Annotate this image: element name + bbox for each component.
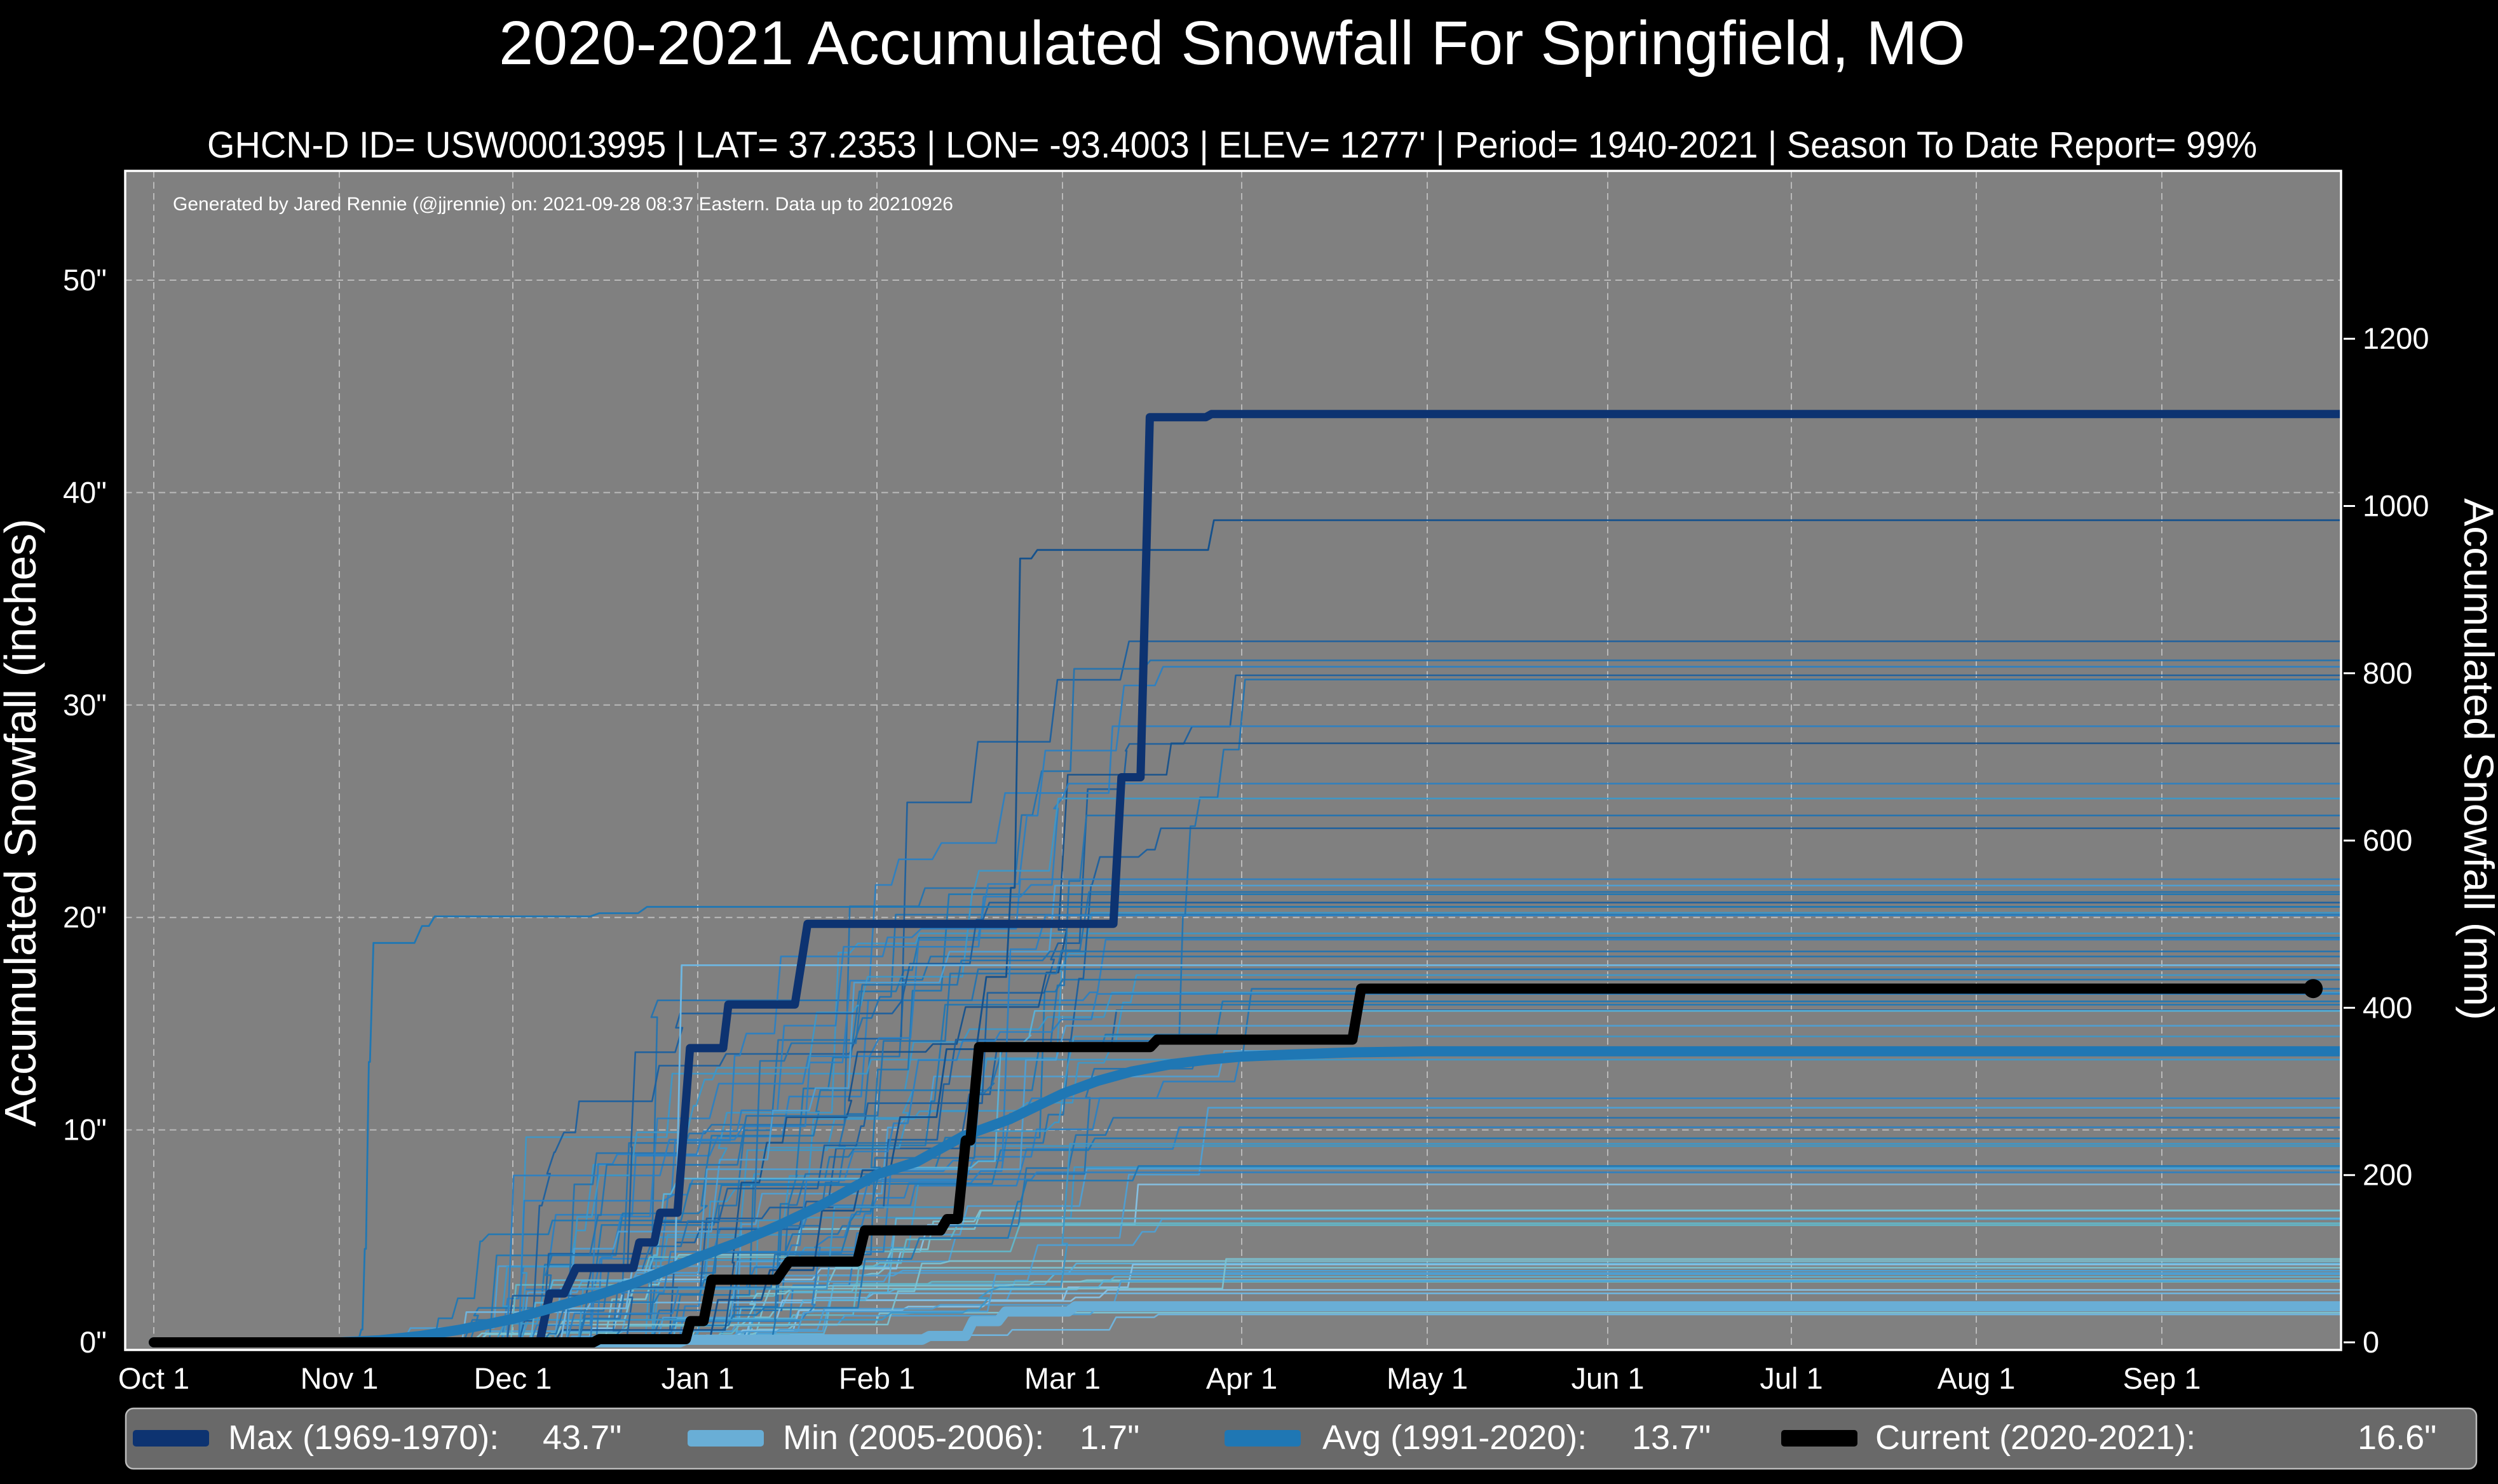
svg-text:Sep 1: Sep 1 <box>2123 1361 2201 1395</box>
svg-text:1000: 1000 <box>2363 489 2429 523</box>
svg-text:Current (2020-2021):: Current (2020-2021): <box>1875 1419 2196 1457</box>
svg-text:0": 0" <box>79 1325 107 1359</box>
svg-text:Generated by Jared Rennie (@jj: Generated by Jared Rennie (@jjrennie) on… <box>173 194 953 215</box>
svg-text:1.7": 1.7" <box>1080 1419 1139 1457</box>
svg-text:16.6": 16.6" <box>2358 1419 2436 1457</box>
svg-text:Jan 1: Jan 1 <box>662 1361 735 1395</box>
svg-text:Mar 1: Mar 1 <box>1024 1361 1101 1395</box>
svg-text:Accumulated Snowfall (mm): Accumulated Snowfall (mm) <box>2455 498 2498 1020</box>
svg-text:800: 800 <box>2363 656 2412 690</box>
svg-text:Max (1969-1970):: Max (1969-1970): <box>228 1419 499 1457</box>
svg-text:1200: 1200 <box>2363 321 2429 355</box>
svg-text:40": 40" <box>63 475 107 509</box>
svg-text:400: 400 <box>2363 990 2412 1024</box>
svg-text:13.7": 13.7" <box>1632 1419 1711 1457</box>
svg-text:600: 600 <box>2363 823 2412 857</box>
svg-text:20": 20" <box>63 900 107 934</box>
svg-text:0: 0 <box>2363 1325 2379 1359</box>
svg-text:May 1: May 1 <box>1387 1361 1468 1395</box>
svg-text:Min (2005-2006):: Min (2005-2006): <box>783 1419 1044 1457</box>
svg-text:30": 30" <box>63 688 107 722</box>
svg-text:43.7": 43.7" <box>543 1419 621 1457</box>
svg-text:Accumulated Snowfall (inches): Accumulated Snowfall (inches) <box>0 518 45 1126</box>
svg-text:Feb 1: Feb 1 <box>839 1361 915 1395</box>
svg-text:10": 10" <box>63 1113 107 1147</box>
svg-text:Jun 1: Jun 1 <box>1571 1361 1645 1395</box>
svg-text:Dec 1: Dec 1 <box>474 1361 552 1395</box>
svg-text:Oct 1: Oct 1 <box>118 1361 189 1395</box>
svg-text:2020-2021 Accumulated Snowfall: 2020-2021 Accumulated Snowfall For Sprin… <box>499 8 1965 78</box>
svg-text:Aug 1: Aug 1 <box>1938 1361 2016 1395</box>
svg-text:Nov 1: Nov 1 <box>301 1361 379 1395</box>
svg-text:GHCN-D ID= USW00013995 | LAT=: GHCN-D ID= USW00013995 | LAT= 37.2353 | … <box>207 125 2257 166</box>
svg-text:200: 200 <box>2363 1158 2412 1192</box>
svg-text:Apr 1: Apr 1 <box>1206 1361 1277 1395</box>
svg-text:Jul 1: Jul 1 <box>1760 1361 1823 1395</box>
svg-text:50": 50" <box>63 263 107 297</box>
svg-text:Avg (1991-2020):: Avg (1991-2020): <box>1322 1419 1587 1457</box>
